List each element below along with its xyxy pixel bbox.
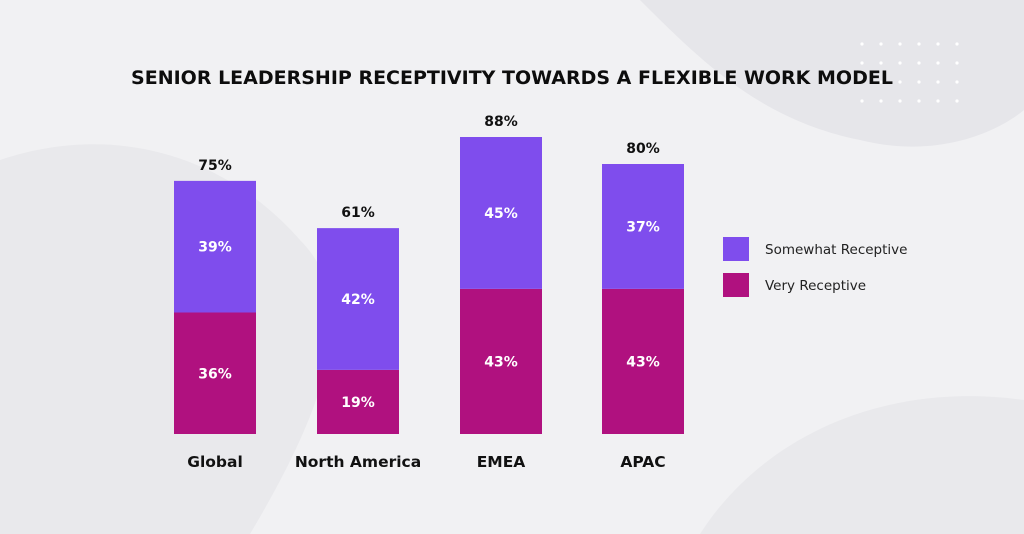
total-label: 88% — [484, 114, 518, 130]
data-label: 43% — [484, 354, 518, 370]
bar-somewhat-receptive-apac — [602, 164, 684, 289]
decor-dot — [955, 99, 959, 103]
decor-dot — [917, 80, 921, 84]
decor-dot — [955, 80, 959, 84]
category-label: Global — [187, 453, 243, 471]
bar-somewhat-receptive-global — [174, 180, 256, 313]
decor-dot — [860, 80, 864, 84]
decor-dot — [898, 99, 902, 103]
decor-dot — [860, 42, 864, 46]
decor-dot — [879, 61, 883, 65]
decor-dot — [936, 99, 940, 103]
chart-title: SENIOR LEADERSHIP RECEPTIVITY TOWARDS A … — [131, 67, 893, 89]
data-label: 39% — [198, 240, 232, 256]
decor-dot — [898, 80, 902, 84]
data-label: 43% — [626, 354, 660, 370]
bar-somewhat-receptive-north-america — [317, 228, 399, 370]
decor-dot — [879, 42, 883, 46]
decor-dot — [936, 80, 940, 84]
bar-somewhat-receptive-emea — [460, 137, 542, 289]
bar-very-receptive-apac — [602, 288, 684, 434]
data-label: 37% — [626, 219, 660, 235]
bar-very-receptive-emea — [460, 288, 542, 434]
dot-grid-decoration — [860, 42, 959, 103]
decor-dot — [917, 99, 921, 103]
legend-swatch — [723, 237, 749, 261]
decor-dot — [955, 61, 959, 65]
total-label: 80% — [626, 141, 660, 157]
decor-dot — [936, 61, 940, 65]
category-label: EMEA — [477, 453, 526, 471]
bar-very-receptive-global — [174, 312, 256, 434]
data-label: 19% — [341, 395, 375, 411]
decor-dot — [860, 61, 864, 65]
decor-dot — [898, 42, 902, 46]
chart-legend: Somewhat Receptive Very Receptive — [723, 237, 907, 297]
decor-dot — [898, 61, 902, 65]
category-label: APAC — [620, 453, 665, 471]
decor-dot — [955, 42, 959, 46]
decor-dot — [917, 42, 921, 46]
decor-dot — [917, 61, 921, 65]
decor-dot — [879, 99, 883, 103]
data-label: 36% — [198, 366, 232, 382]
decor-dot — [860, 99, 864, 103]
category-label: North America — [295, 453, 421, 471]
total-label: 61% — [341, 205, 375, 221]
decor-dot — [879, 80, 883, 84]
data-label: 45% — [484, 206, 518, 222]
legend-label: Somewhat Receptive — [765, 242, 907, 258]
data-label: 42% — [341, 292, 375, 308]
legend-label: Very Receptive — [765, 278, 866, 294]
legend-swatch — [723, 273, 749, 297]
decor-dot — [936, 42, 940, 46]
bars-group: 36% 39% 75% Global 19% 42% 61% North America 43%… — [174, 114, 684, 471]
bar-very-receptive-north-america — [317, 369, 399, 434]
total-label: 75% — [198, 158, 232, 174]
